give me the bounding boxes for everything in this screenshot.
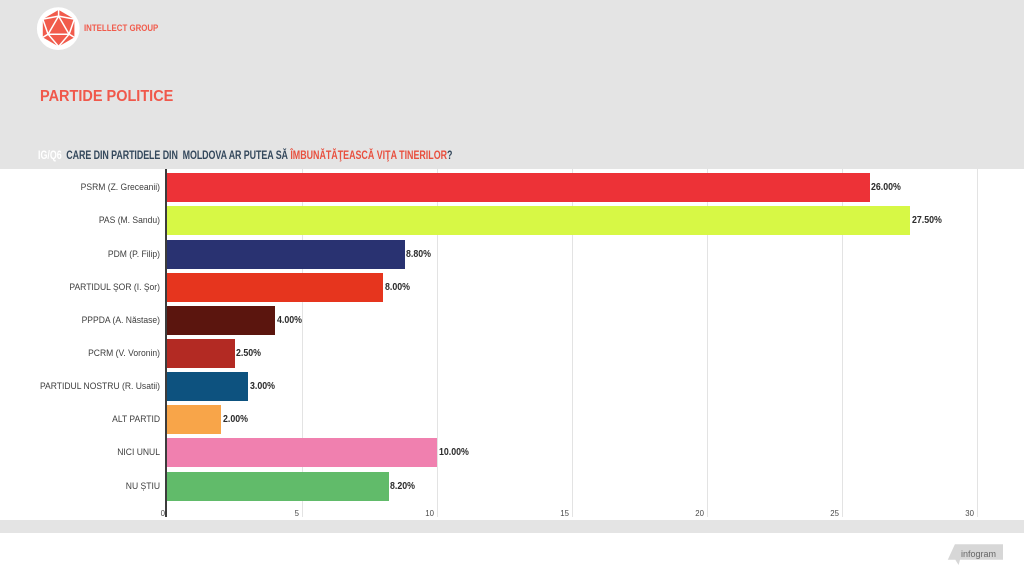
svg-text:infogram: infogram bbox=[961, 549, 996, 559]
